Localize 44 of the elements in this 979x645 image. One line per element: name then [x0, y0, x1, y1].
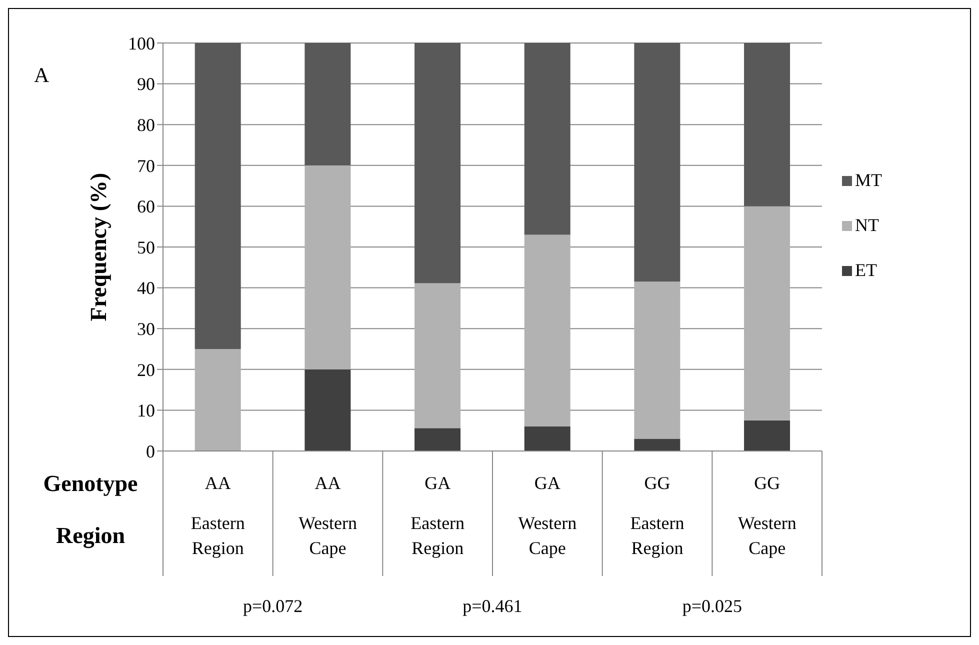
y-tick-label: 40: [137, 278, 155, 298]
y-tick-label: 60: [137, 196, 155, 217]
bar: [304, 165, 351, 370]
y-tick-label: 90: [137, 74, 155, 94]
x-tick-label: GG Western Cape: [738, 473, 796, 558]
legend-label: NT: [855, 215, 879, 236]
text: p=0.025: [681, 596, 743, 617]
bar: [194, 43, 241, 349]
bar: [194, 349, 241, 451]
bar: [524, 234, 570, 427]
y-tick-label: 30: [137, 318, 155, 339]
y-tick-label: 0: [146, 441, 155, 462]
x-tick-label: AA Eastern Region: [190, 473, 245, 558]
text: A: [34, 63, 50, 88]
bar: [414, 283, 461, 428]
y-tick-label: 100: [128, 33, 155, 54]
y-tick-label: 80: [137, 114, 155, 135]
bar: [634, 43, 680, 282]
bar: [744, 43, 790, 206]
bar: [524, 426, 570, 451]
bar: [634, 438, 680, 451]
x-tick-label: GG Eastern Region: [630, 473, 684, 558]
bar: [304, 43, 351, 166]
text: p=0.461: [462, 596, 524, 617]
bar: [744, 420, 790, 451]
bar: [634, 282, 680, 439]
bar: [414, 43, 461, 284]
x-tick-label: AA Western Cape: [298, 473, 358, 558]
y-axis-title: Frequency (%): [86, 172, 112, 322]
text: Genotype: [42, 471, 139, 497]
text: p=0.072: [242, 596, 304, 617]
y-tick-label: 70: [137, 156, 155, 176]
y-tick-label: 20: [137, 360, 155, 380]
x-tick-label: GA Western Cape: [518, 473, 577, 558]
x-tick-label: GA Eastern Region: [410, 473, 465, 558]
legend-label: MT: [855, 170, 882, 191]
y-tick-label: 10: [137, 400, 155, 421]
bar: [304, 369, 351, 451]
y-tick-label: 50: [137, 237, 155, 258]
bar: [414, 428, 461, 451]
text: Region: [55, 523, 126, 549]
bar: [744, 206, 790, 420]
bar: [524, 43, 570, 235]
legend-label: ET: [855, 260, 877, 281]
